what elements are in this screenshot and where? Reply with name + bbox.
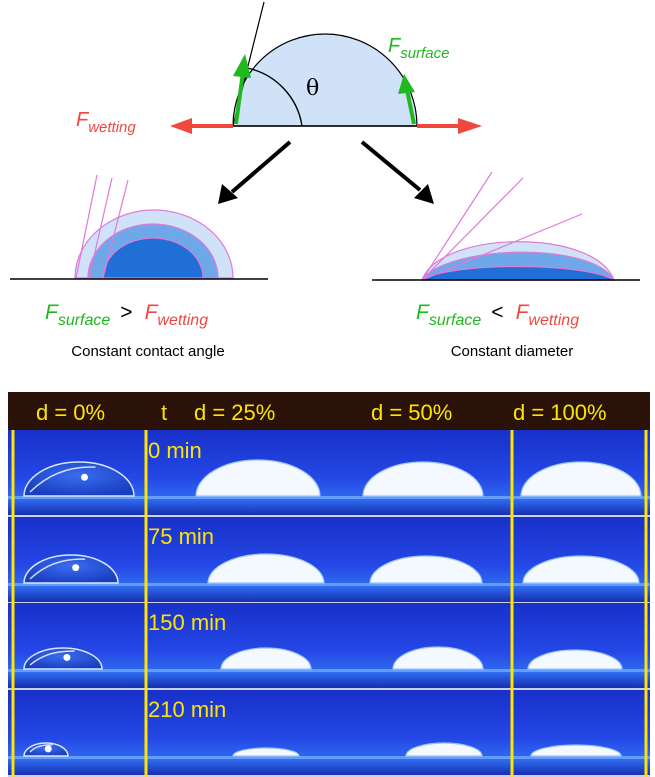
photo-row-1 (8, 517, 650, 604)
constant-angle-drops (74, 209, 234, 279)
constant-diameter-tangents (421, 171, 583, 281)
column-dividers (11, 430, 648, 777)
glass-droplet-reflection-2 (63, 653, 71, 661)
surface-force-label: Fsurface (388, 35, 449, 62)
photo-row-surface-3 (8, 756, 650, 759)
opaque-droplet-1-2 (522, 555, 640, 584)
glass-droplet-highlight-0 (29, 466, 96, 493)
column-label-t: t (161, 400, 167, 425)
glass-droplet-reflection-0 (81, 473, 88, 481)
constant-angle-tangents (75, 174, 129, 279)
contact-angle-symbol: θ (306, 76, 319, 101)
branch-arrow-right-head (414, 184, 434, 204)
photo-row-surface-1 (8, 583, 650, 586)
opaque-droplet-0-0 (195, 459, 321, 497)
glass-droplet-highlight-1 (29, 558, 86, 580)
glass-droplet-reflection-3 (44, 745, 52, 753)
wetting-force-label: Fwetting (76, 109, 136, 136)
surface-force-arrow-left (233, 54, 251, 125)
opaque-droplet-0-1 (362, 461, 484, 497)
column-header-bar (8, 392, 650, 430)
opaque-droplet-2-0 (220, 647, 312, 670)
column-label-d0: d = 0% (36, 400, 105, 425)
left-relation: Fsurface > Fwetting (45, 301, 208, 329)
surface-force-arrow-right (398, 74, 416, 125)
opaque-droplet-3-1 (405, 742, 483, 757)
opaque-droplet-2-1 (392, 646, 484, 670)
time-label-210: 210 min (148, 697, 226, 722)
glass-droplet-0 (23, 461, 135, 497)
column-label-d100: d = 100% (513, 400, 607, 425)
branch-arrow-left-head (218, 184, 238, 204)
right-relation: Fsurface < Fwetting (416, 301, 579, 329)
photo-row-3 (8, 690, 650, 777)
wetting-force-arrow-right (417, 118, 482, 134)
opaque-droplet-1-0 (207, 553, 325, 584)
photo-row-surface-0 (8, 496, 650, 499)
column-label-d25: d = 25% (194, 400, 275, 425)
glass-droplet-highlight-2 (29, 650, 75, 666)
photo-row-2 (8, 603, 650, 690)
left-caption: Constant contact angle (71, 343, 224, 360)
time-label-0: 0 min (148, 438, 202, 463)
wetting-schematic: θ Fsurface Fwetting (10, 1, 640, 360)
opaque-droplet-1-1 (369, 555, 483, 584)
photo-row-separator-3 (8, 775, 650, 777)
opaque-droplet-3-0 (232, 747, 300, 757)
opaque-droplet-2-2 (527, 649, 623, 670)
right-caption: Constant diameter (451, 343, 574, 360)
branch-arrow-right (360, 140, 422, 192)
branch-arrow-left (230, 140, 292, 194)
glass-droplet-reflection-1 (72, 564, 80, 572)
glass-droplet-2 (23, 647, 103, 670)
photo-row-separator-2 (8, 688, 650, 690)
photo-row-surface-2 (8, 669, 650, 672)
droplet-photo-grid: d = 0% t d = 25% d = 50% d = 100% 0 min … (8, 392, 650, 777)
constant-diameter-drops (419, 241, 617, 281)
opaque-droplet-3-2 (530, 744, 622, 757)
wetting-force-arrow-left (170, 118, 233, 134)
contact-angle-arc (246, 67, 303, 127)
glass-droplet-highlight-3 (29, 744, 53, 753)
time-label-75: 75 min (148, 524, 214, 549)
glass-droplet-1 (23, 554, 119, 584)
time-label-150: 150 min (148, 610, 226, 635)
photo-row-separator-0 (8, 515, 650, 517)
opaque-droplet-0-2 (520, 461, 642, 497)
column-label-d50: d = 50% (371, 400, 452, 425)
